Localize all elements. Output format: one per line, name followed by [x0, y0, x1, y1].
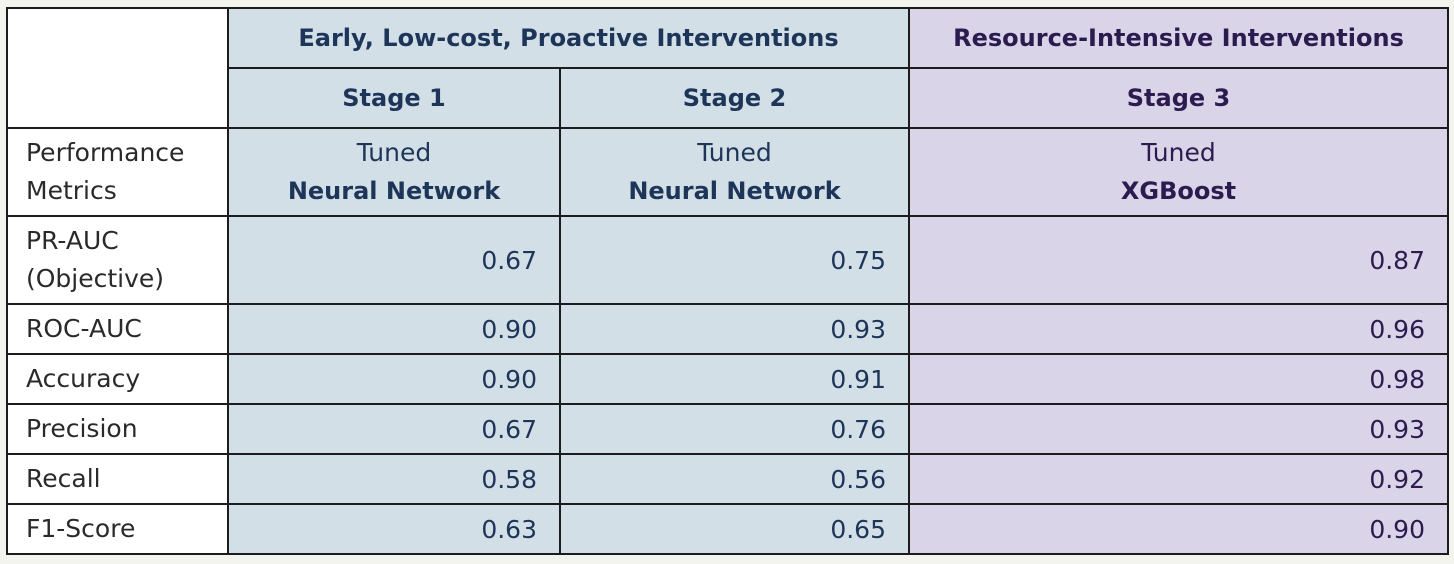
metric-label: Accuracy — [6, 353, 229, 405]
table-row: Accuracy 0.90 0.91 0.98 — [6, 353, 1449, 405]
stage-2-value: 0.56 — [559, 453, 910, 505]
metrics-table: Early, Low-cost, Proactive Interventions… — [6, 7, 1449, 555]
stage-2-model: Tuned Neural Network — [559, 127, 910, 217]
stage-1-value: 0.58 — [227, 453, 561, 505]
stage-3-header: Stage 3 — [908, 67, 1449, 129]
stage-1-model-name: Neural Network — [287, 177, 501, 205]
stage-1-model: Tuned Neural Network — [227, 127, 561, 217]
metrics-header-line1: Performance — [26, 138, 185, 167]
stage-3-value: 0.90 — [908, 503, 1449, 555]
stage-3-tuned: Tuned — [1141, 138, 1216, 167]
stage-3-value: 0.98 — [908, 353, 1449, 405]
metric-label: Recall — [6, 453, 229, 505]
metrics-header-line2: Metrics — [26, 176, 117, 205]
stage-2-value: 0.76 — [559, 403, 910, 455]
metrics-header-cell: Performance Metrics — [6, 127, 229, 217]
metric-label: ROC-AUC — [6, 303, 229, 355]
stage-3-value: 0.93 — [908, 403, 1449, 455]
group-header-resource: Resource-Intensive Interventions — [908, 7, 1449, 69]
stage-3-model-name: XGBoost — [1120, 177, 1237, 205]
stage-1-value: 0.67 — [227, 403, 561, 455]
metric-label: F1-Score — [6, 503, 229, 555]
metric-label-line1: PR-AUC — [26, 226, 119, 255]
stage-header-row: Stage 1 Stage 2 Stage 3 — [7, 67, 1449, 129]
corner-cell — [6, 7, 229, 129]
stage-2-value: 0.91 — [559, 353, 910, 405]
model-row: Performance Metrics Tuned Neural Network… — [6, 127, 1449, 217]
stage-1-value: 0.63 — [227, 503, 561, 555]
stage-1-header: Stage 1 — [227, 67, 561, 129]
group-header-early: Early, Low-cost, Proactive Interventions — [227, 7, 910, 69]
stage-3-value: 0.92 — [908, 453, 1449, 505]
metric-label: Precision — [6, 403, 229, 455]
stage-1-value: 0.90 — [227, 303, 561, 355]
group-header-row: Early, Low-cost, Proactive Interventions… — [6, 7, 1449, 129]
stage-3-value: 0.87 — [908, 215, 1449, 305]
table-row: ROC-AUC 0.90 0.93 0.96 — [6, 303, 1449, 355]
stage-1-tuned: Tuned — [356, 138, 432, 167]
table-row: Precision 0.67 0.76 0.93 — [6, 403, 1449, 455]
stage-3-model: Tuned XGBoost — [908, 127, 1449, 217]
stage-2-model-name: Neural Network — [628, 177, 841, 205]
table-row: Recall 0.58 0.56 0.92 — [6, 453, 1449, 505]
stage-2-value: 0.65 — [559, 503, 910, 555]
table-row: PR-AUC (Objective) 0.67 0.75 0.87 — [6, 215, 1449, 305]
metric-label-cell: PR-AUC (Objective) — [6, 215, 229, 305]
stage-1-value: 0.67 — [227, 215, 561, 305]
table-row: F1-Score 0.63 0.65 0.90 — [6, 503, 1449, 555]
stage-1-value: 0.90 — [227, 353, 561, 405]
stage-2-value: 0.75 — [559, 215, 910, 305]
metric-label-line2: (Objective) — [26, 264, 165, 293]
stage-2-value: 0.93 — [559, 303, 910, 355]
stage-3-value: 0.96 — [908, 303, 1449, 355]
stage-2-header: Stage 2 — [559, 67, 910, 129]
stage-2-tuned: Tuned — [697, 138, 772, 167]
